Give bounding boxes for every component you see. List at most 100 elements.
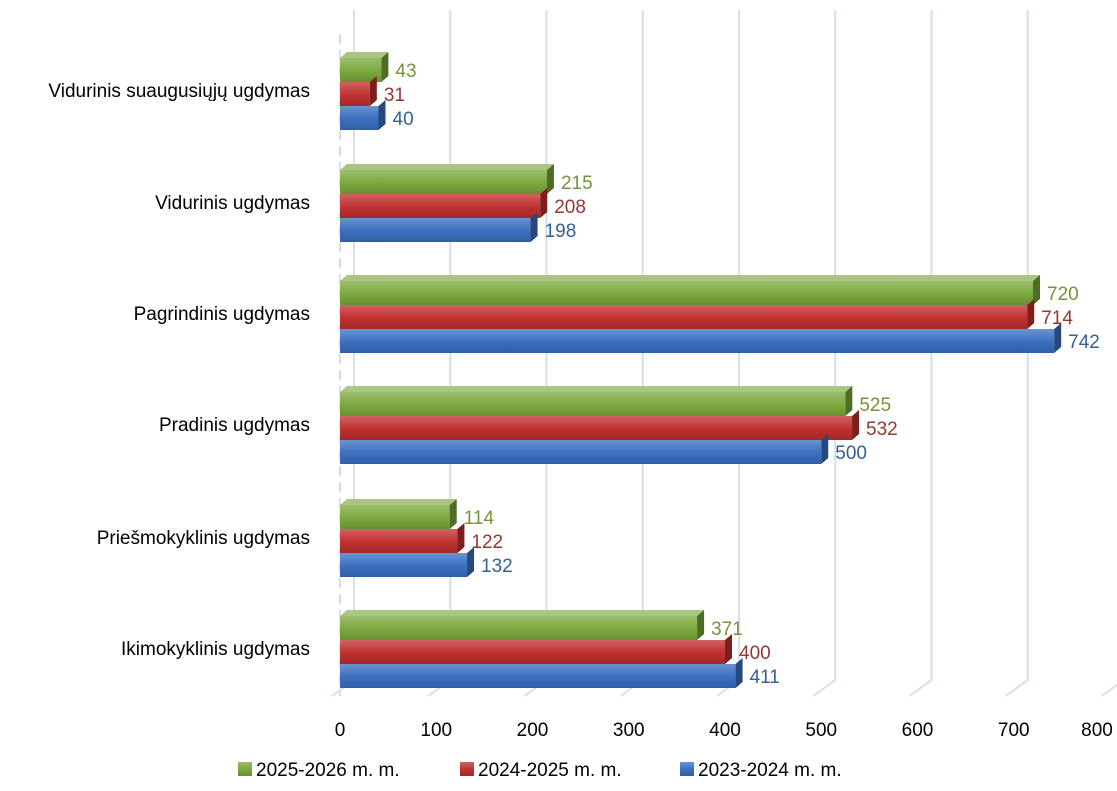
bar-top: [340, 386, 853, 392]
bar-top: [340, 499, 457, 505]
data-label: 40: [393, 109, 414, 130]
gridline-floor: [1101, 683, 1117, 697]
bar-front: [340, 616, 698, 640]
data-label: 714: [1041, 308, 1073, 329]
data-label: 198: [545, 221, 577, 242]
bar: [340, 658, 743, 688]
legend: 2025-2026 m. m. 2024-2025 m. m. 2023-2024 …: [238, 760, 842, 781]
bar: [340, 634, 732, 664]
bar-front: [340, 194, 541, 218]
bar: [340, 610, 705, 640]
x-tick-label: 700: [998, 720, 1030, 741]
category-label: Vidurinis ugdymas: [155, 193, 310, 214]
bar-front: [340, 640, 725, 664]
bar-front: [340, 553, 468, 577]
data-label: 500: [835, 443, 867, 464]
bar-end: [852, 410, 860, 440]
bar: [340, 499, 457, 529]
bar: [340, 323, 1062, 353]
bar-front: [340, 329, 1055, 353]
category-label: Pradinis ugdymas: [159, 415, 310, 436]
bar-end: [1033, 275, 1040, 305]
data-label: 114: [464, 508, 495, 529]
bar: [340, 100, 386, 130]
data-label: 208: [554, 197, 586, 218]
bar-end: [449, 499, 457, 529]
bar: [340, 386, 853, 416]
x-axis-ticks: 0 100 200 300 400 500 600 700 800: [335, 720, 1113, 741]
bar-front: [340, 305, 1028, 329]
bar: [340, 164, 554, 194]
bar-end: [1054, 323, 1062, 353]
bar-end: [381, 52, 389, 82]
bar-end: [1027, 299, 1035, 329]
x-tick-label: 400: [709, 720, 741, 741]
data-label: 532: [866, 419, 898, 440]
bar-top: [340, 610, 705, 616]
data-label: 43: [395, 61, 416, 82]
bar-end: [457, 523, 465, 553]
legend-swatch: [680, 762, 694, 776]
bar-front: [340, 218, 531, 242]
legend-swatch: [238, 762, 252, 776]
gridline-floor: [1005, 679, 1029, 697]
legend-swatch: [460, 762, 474, 776]
data-label: 525: [859, 395, 891, 416]
bar-end: [845, 386, 853, 416]
legend-label: 2025-2026 m. m.: [256, 760, 400, 781]
bar-front: [340, 281, 1033, 305]
legend-label: 2024-2025 m. m.: [478, 760, 622, 781]
bar: [340, 299, 1035, 329]
category-label: Ikimokyklinis ugdymas: [121, 639, 310, 660]
bar-end: [378, 100, 386, 130]
bar-front: [340, 170, 547, 194]
legend-label: 2023-2024 m. m.: [698, 760, 842, 781]
bar-end: [540, 188, 548, 218]
data-label: 411: [750, 667, 780, 688]
bar-end: [735, 658, 743, 688]
data-label: 371: [711, 619, 743, 640]
bar-end: [369, 76, 377, 106]
data-label: 215: [561, 173, 593, 194]
bar-front: [340, 392, 846, 416]
bar-front: [340, 440, 822, 464]
data-label: 31: [384, 85, 405, 106]
bar: [340, 76, 377, 106]
bar-front: [340, 529, 458, 553]
bar: [340, 434, 829, 464]
bar-front: [340, 416, 853, 440]
data-label: 122: [471, 532, 503, 553]
data-label: 742: [1068, 332, 1100, 353]
bar-front: [340, 82, 370, 106]
bar: [340, 547, 475, 577]
legend-item: 2024-2025 m. m.: [460, 760, 622, 781]
category-label: Pagrindinis ugdymas: [134, 304, 310, 325]
x-tick-label: 200: [517, 720, 549, 741]
bar: [340, 275, 1040, 305]
x-tick-label: 300: [613, 720, 645, 741]
bar: [340, 212, 538, 242]
legend-item: 2025-2026 m. m.: [238, 760, 400, 781]
bars: 43 31 40 215 208 198 720 714 742 525 532 500 114 122 1…: [340, 52, 1100, 688]
x-tick-label: 0: [335, 720, 346, 741]
bar-top: [340, 275, 1040, 281]
category-labels: Vidurinis suaugusiųjų ugdymas Vidurinis u…: [48, 81, 310, 660]
bar-front: [340, 58, 382, 82]
legend-item: 2023-2024 m. m.: [680, 760, 842, 781]
x-tick-label: 500: [805, 720, 837, 741]
bar-front: [340, 505, 450, 529]
x-tick-label: 600: [902, 720, 934, 741]
data-label: 400: [739, 643, 771, 664]
bar-front: [340, 106, 379, 130]
bar-end: [467, 547, 475, 577]
bar: [340, 52, 389, 82]
bar: [340, 523, 465, 553]
bar-end: [725, 634, 732, 664]
bar-front: [340, 664, 736, 688]
bar-top: [340, 164, 554, 170]
bar-end: [546, 164, 554, 194]
x-tick-label: 100: [420, 720, 452, 741]
gridline-floor: [812, 679, 836, 697]
data-label: 132: [481, 556, 513, 577]
